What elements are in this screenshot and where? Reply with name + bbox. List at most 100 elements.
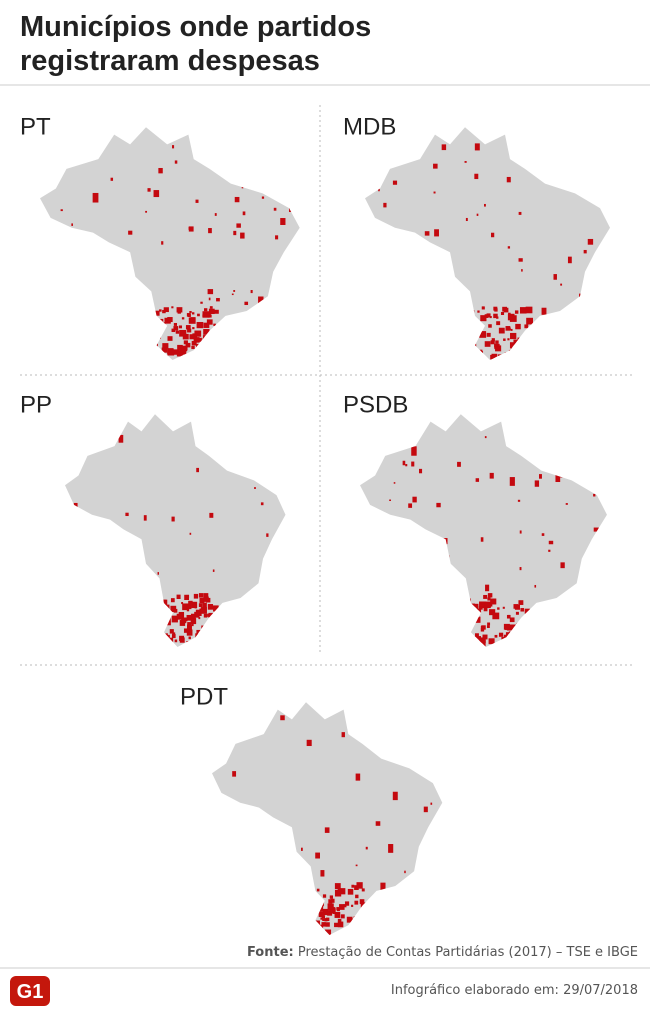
municipality bbox=[524, 608, 530, 614]
municipality bbox=[345, 928, 352, 935]
municipality bbox=[488, 324, 492, 328]
municipality bbox=[254, 487, 256, 489]
municipality bbox=[306, 739, 312, 747]
municipality bbox=[274, 287, 280, 297]
municipality bbox=[198, 593, 204, 598]
municipality bbox=[194, 611, 200, 618]
municipality bbox=[186, 603, 192, 610]
municipality bbox=[244, 301, 249, 306]
municipality bbox=[214, 213, 217, 216]
municipality bbox=[301, 847, 303, 851]
municipality bbox=[519, 530, 522, 534]
municipality bbox=[513, 352, 519, 358]
municipality bbox=[606, 445, 607, 452]
municipality bbox=[182, 603, 189, 611]
municipality bbox=[350, 918, 354, 922]
source-text: Prestação de Contas Partidárias (2017) –… bbox=[298, 945, 638, 960]
municipality bbox=[490, 340, 495, 345]
municipality bbox=[363, 907, 371, 915]
municipality bbox=[436, 502, 441, 508]
municipality bbox=[181, 317, 185, 320]
municipality bbox=[504, 624, 511, 630]
municipality bbox=[471, 603, 479, 611]
municipality bbox=[581, 450, 585, 457]
municipality bbox=[190, 641, 193, 644]
municipality bbox=[396, 591, 399, 595]
municipality bbox=[171, 615, 178, 623]
municipality bbox=[479, 349, 483, 353]
municipality bbox=[158, 322, 165, 328]
municipality bbox=[207, 604, 214, 610]
municipality bbox=[238, 143, 242, 148]
municipality bbox=[510, 635, 518, 642]
municipality bbox=[334, 889, 342, 897]
municipality bbox=[93, 255, 97, 259]
municipality bbox=[509, 617, 515, 623]
municipality bbox=[189, 532, 192, 535]
municipality bbox=[371, 552, 378, 562]
municipality bbox=[204, 625, 207, 628]
municipality bbox=[337, 921, 344, 928]
municipality bbox=[541, 533, 545, 536]
municipality bbox=[329, 907, 336, 914]
municipality bbox=[208, 442, 211, 446]
municipality bbox=[350, 926, 354, 930]
municipality bbox=[488, 638, 495, 645]
municipality bbox=[156, 318, 164, 326]
municipality bbox=[334, 883, 341, 890]
municipality bbox=[254, 306, 257, 311]
municipality bbox=[208, 623, 214, 630]
municipality bbox=[197, 313, 200, 317]
municipality bbox=[347, 888, 354, 895]
municipality bbox=[365, 905, 373, 913]
municipality bbox=[415, 429, 418, 432]
municipality bbox=[166, 620, 171, 626]
municipality bbox=[211, 340, 215, 344]
municipality bbox=[489, 315, 492, 319]
municipality bbox=[213, 323, 216, 326]
municipality bbox=[195, 199, 199, 203]
municipality bbox=[503, 634, 511, 642]
municipality bbox=[364, 904, 367, 907]
municipality bbox=[162, 612, 165, 615]
municipality bbox=[311, 911, 317, 917]
municipality bbox=[517, 499, 521, 502]
municipality bbox=[186, 608, 190, 612]
municipality bbox=[360, 901, 363, 905]
municipality bbox=[495, 345, 502, 352]
municipality bbox=[484, 203, 486, 207]
municipality bbox=[336, 907, 340, 910]
municipality bbox=[375, 821, 381, 826]
municipality bbox=[614, 146, 616, 148]
party-label: PSDB bbox=[343, 391, 408, 418]
municipality bbox=[523, 333, 526, 337]
municipality bbox=[207, 634, 213, 639]
municipality bbox=[520, 633, 524, 637]
municipality bbox=[258, 296, 264, 304]
municipality bbox=[510, 624, 517, 631]
municipality bbox=[519, 567, 522, 571]
municipality bbox=[523, 634, 530, 640]
municipality bbox=[470, 331, 475, 336]
municipality bbox=[196, 633, 200, 638]
municipality bbox=[169, 629, 174, 634]
municipality bbox=[167, 640, 172, 645]
municipality bbox=[250, 290, 253, 294]
municipality bbox=[275, 235, 279, 240]
municipality bbox=[470, 641, 477, 647]
municipality bbox=[207, 289, 214, 295]
municipality bbox=[354, 885, 359, 890]
municipality bbox=[386, 727, 390, 731]
municipality bbox=[519, 307, 527, 314]
municipality bbox=[519, 352, 525, 358]
municipality bbox=[173, 322, 178, 326]
municipality bbox=[190, 353, 197, 360]
municipality bbox=[526, 310, 529, 313]
municipality bbox=[501, 636, 505, 640]
municipality bbox=[182, 333, 189, 340]
municipality bbox=[470, 320, 477, 327]
municipality bbox=[475, 616, 479, 620]
municipality bbox=[216, 298, 220, 302]
municipality bbox=[520, 626, 524, 631]
municipality bbox=[317, 905, 324, 911]
